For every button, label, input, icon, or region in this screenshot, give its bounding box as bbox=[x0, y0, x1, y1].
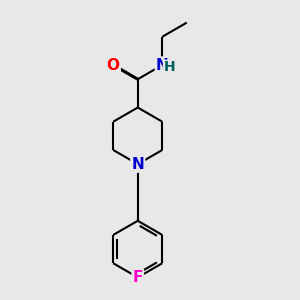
Text: F: F bbox=[133, 270, 143, 285]
Text: O: O bbox=[107, 58, 120, 73]
Text: H: H bbox=[164, 60, 175, 74]
Text: N: N bbox=[156, 58, 169, 73]
Text: N: N bbox=[131, 157, 144, 172]
